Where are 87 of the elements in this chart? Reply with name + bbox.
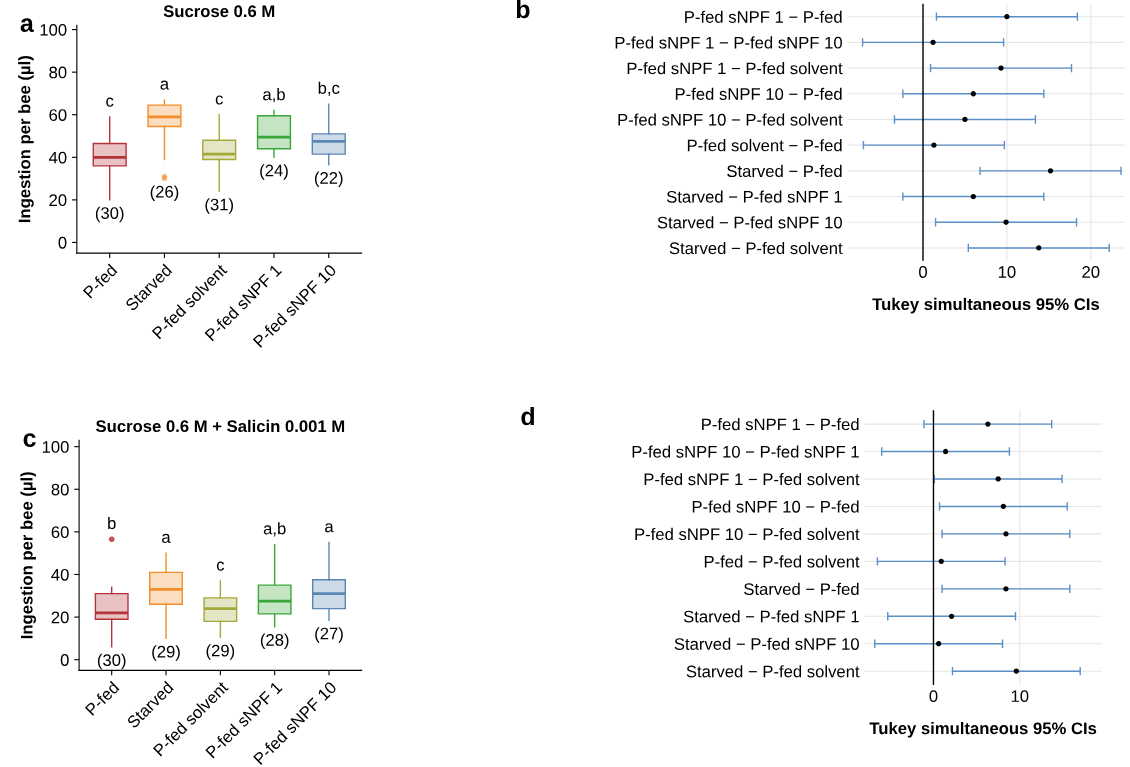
y-tick-label: P-fed − P-fed solvent bbox=[704, 555, 860, 568]
annotation: (22) bbox=[314, 171, 343, 188]
annotation: (29) bbox=[206, 644, 235, 660]
point bbox=[936, 641, 942, 647]
annotation: (26) bbox=[150, 185, 179, 201]
y-tick-label: 60 bbox=[51, 526, 69, 539]
y-tick-label: P-fed sNPF 10 − P-fed bbox=[692, 500, 859, 513]
y-tick-label: 100 bbox=[40, 23, 67, 36]
y-tick-label: 20 bbox=[51, 611, 69, 624]
y-tick-label: Starved − P-fed sNPF 10 bbox=[657, 216, 842, 229]
y-tick-label: 0 bbox=[60, 654, 69, 666]
y-tick-label: Starved − P-fed sNPF 10 bbox=[674, 637, 859, 650]
annotation: (27) bbox=[315, 627, 343, 643]
annotation: (28) bbox=[260, 633, 289, 650]
y-axis-title: Ingestion per bee (µl) bbox=[18, 56, 34, 223]
y-tick-label: Starved − P-fed solvent bbox=[686, 665, 860, 678]
text: a bbox=[20, 18, 34, 33]
y-tick-label: P-fed sNPF 1 − P-fed bbox=[702, 418, 859, 431]
point bbox=[1003, 586, 1009, 592]
point bbox=[962, 116, 968, 123]
y-tick-label: Starved − P-fed solvent bbox=[669, 241, 843, 255]
point bbox=[970, 91, 976, 97]
y-tick-label: P-fed sNPF 10 − P-fed bbox=[675, 87, 842, 100]
x-tick-label: 10 bbox=[998, 266, 1016, 278]
annotation: (24) bbox=[260, 164, 288, 180]
y-tick-label: Starved − P-fed bbox=[744, 582, 859, 596]
chart-title: Sucrose 0.6 M bbox=[163, 5, 275, 18]
y-tick-label: P-fed sNPF 1 − P-fed sNPF 10 bbox=[615, 36, 842, 49]
x-tick-label: 20 bbox=[1082, 266, 1100, 278]
y-tick-label: 60 bbox=[49, 109, 67, 121]
text: d bbox=[521, 406, 534, 426]
y-tick-label: P-fed sNPF 1 − P-fed solvent bbox=[627, 62, 843, 75]
point bbox=[930, 39, 936, 46]
annotation: a bbox=[162, 533, 171, 543]
x-tick-label: 0 bbox=[919, 266, 927, 278]
y-tick-label: 0 bbox=[58, 236, 67, 249]
text: c bbox=[23, 433, 36, 447]
annotation: a bbox=[325, 523, 334, 533]
point bbox=[1047, 168, 1054, 174]
y-tick-label: Starved − P-fed sNPF 1 bbox=[666, 190, 842, 203]
annotation: a,b bbox=[263, 522, 286, 537]
text: b bbox=[516, 0, 530, 19]
point bbox=[938, 558, 944, 565]
y-tick-label: P-fed sNPF 10 − P-fed solvent bbox=[618, 113, 843, 126]
x-axis-title: Tukey simultaneous 95% CIs bbox=[872, 297, 1100, 314]
point bbox=[995, 476, 1001, 482]
y-tick-label: Starved − P-fed sNPF 1 bbox=[683, 610, 859, 623]
annotation: c bbox=[215, 95, 223, 105]
point bbox=[948, 613, 955, 619]
y-tick-label: 80 bbox=[49, 66, 67, 79]
x-axis-title: Tukey simultaneous 95% CIs bbox=[869, 722, 1097, 738]
point bbox=[1013, 668, 1019, 674]
y-tick-label: P-fed solvent − P-fed bbox=[687, 139, 842, 152]
y-tick-label: P-fed sNPF 10 − P-fed sNPF 1 bbox=[632, 445, 859, 458]
y-tick-label: 40 bbox=[48, 151, 67, 164]
point bbox=[1036, 245, 1042, 251]
y-tick-label: P-fed sNPF 10 − P-fed solvent bbox=[635, 527, 860, 541]
point bbox=[985, 421, 991, 427]
y-tick-label: 80 bbox=[51, 483, 69, 496]
point bbox=[1003, 531, 1009, 537]
annotation: b,c bbox=[318, 81, 340, 96]
annotation: c bbox=[106, 97, 114, 107]
x-tick-label: 10 bbox=[1011, 690, 1029, 703]
point bbox=[970, 193, 976, 200]
annotation: a bbox=[160, 80, 170, 90]
annotation: b bbox=[108, 516, 116, 530]
y-tick-label: 20 bbox=[49, 194, 67, 207]
point bbox=[998, 65, 1004, 71]
annotation: (30) bbox=[95, 206, 124, 223]
point bbox=[1004, 14, 1010, 20]
chart-title: Sucrose 0.6 M + Salicin 0.001 M bbox=[96, 419, 345, 433]
x-tick-label: 0 bbox=[929, 690, 938, 703]
annotation: (31) bbox=[205, 198, 234, 214]
annotation: c bbox=[216, 561, 225, 571]
y-tick-label: 100 bbox=[42, 441, 69, 453]
y-tick-label: P-fed sNPF 1 − P-fed solvent bbox=[644, 472, 860, 486]
point bbox=[1000, 503, 1007, 510]
annotation: (30) bbox=[97, 653, 126, 670]
y-tick-label: 40 bbox=[51, 568, 69, 581]
y-axis-title: Ingestion per bee (µl) bbox=[20, 472, 37, 639]
point bbox=[942, 448, 949, 455]
y-tick-label: P-fed sNPF 1 − P-fed bbox=[685, 10, 842, 23]
point bbox=[1003, 219, 1009, 225]
y-tick-label: Starved − P-fed bbox=[727, 164, 842, 178]
annotation: (29) bbox=[152, 645, 180, 661]
annotation: a,b bbox=[263, 88, 285, 103]
point bbox=[931, 142, 937, 148]
